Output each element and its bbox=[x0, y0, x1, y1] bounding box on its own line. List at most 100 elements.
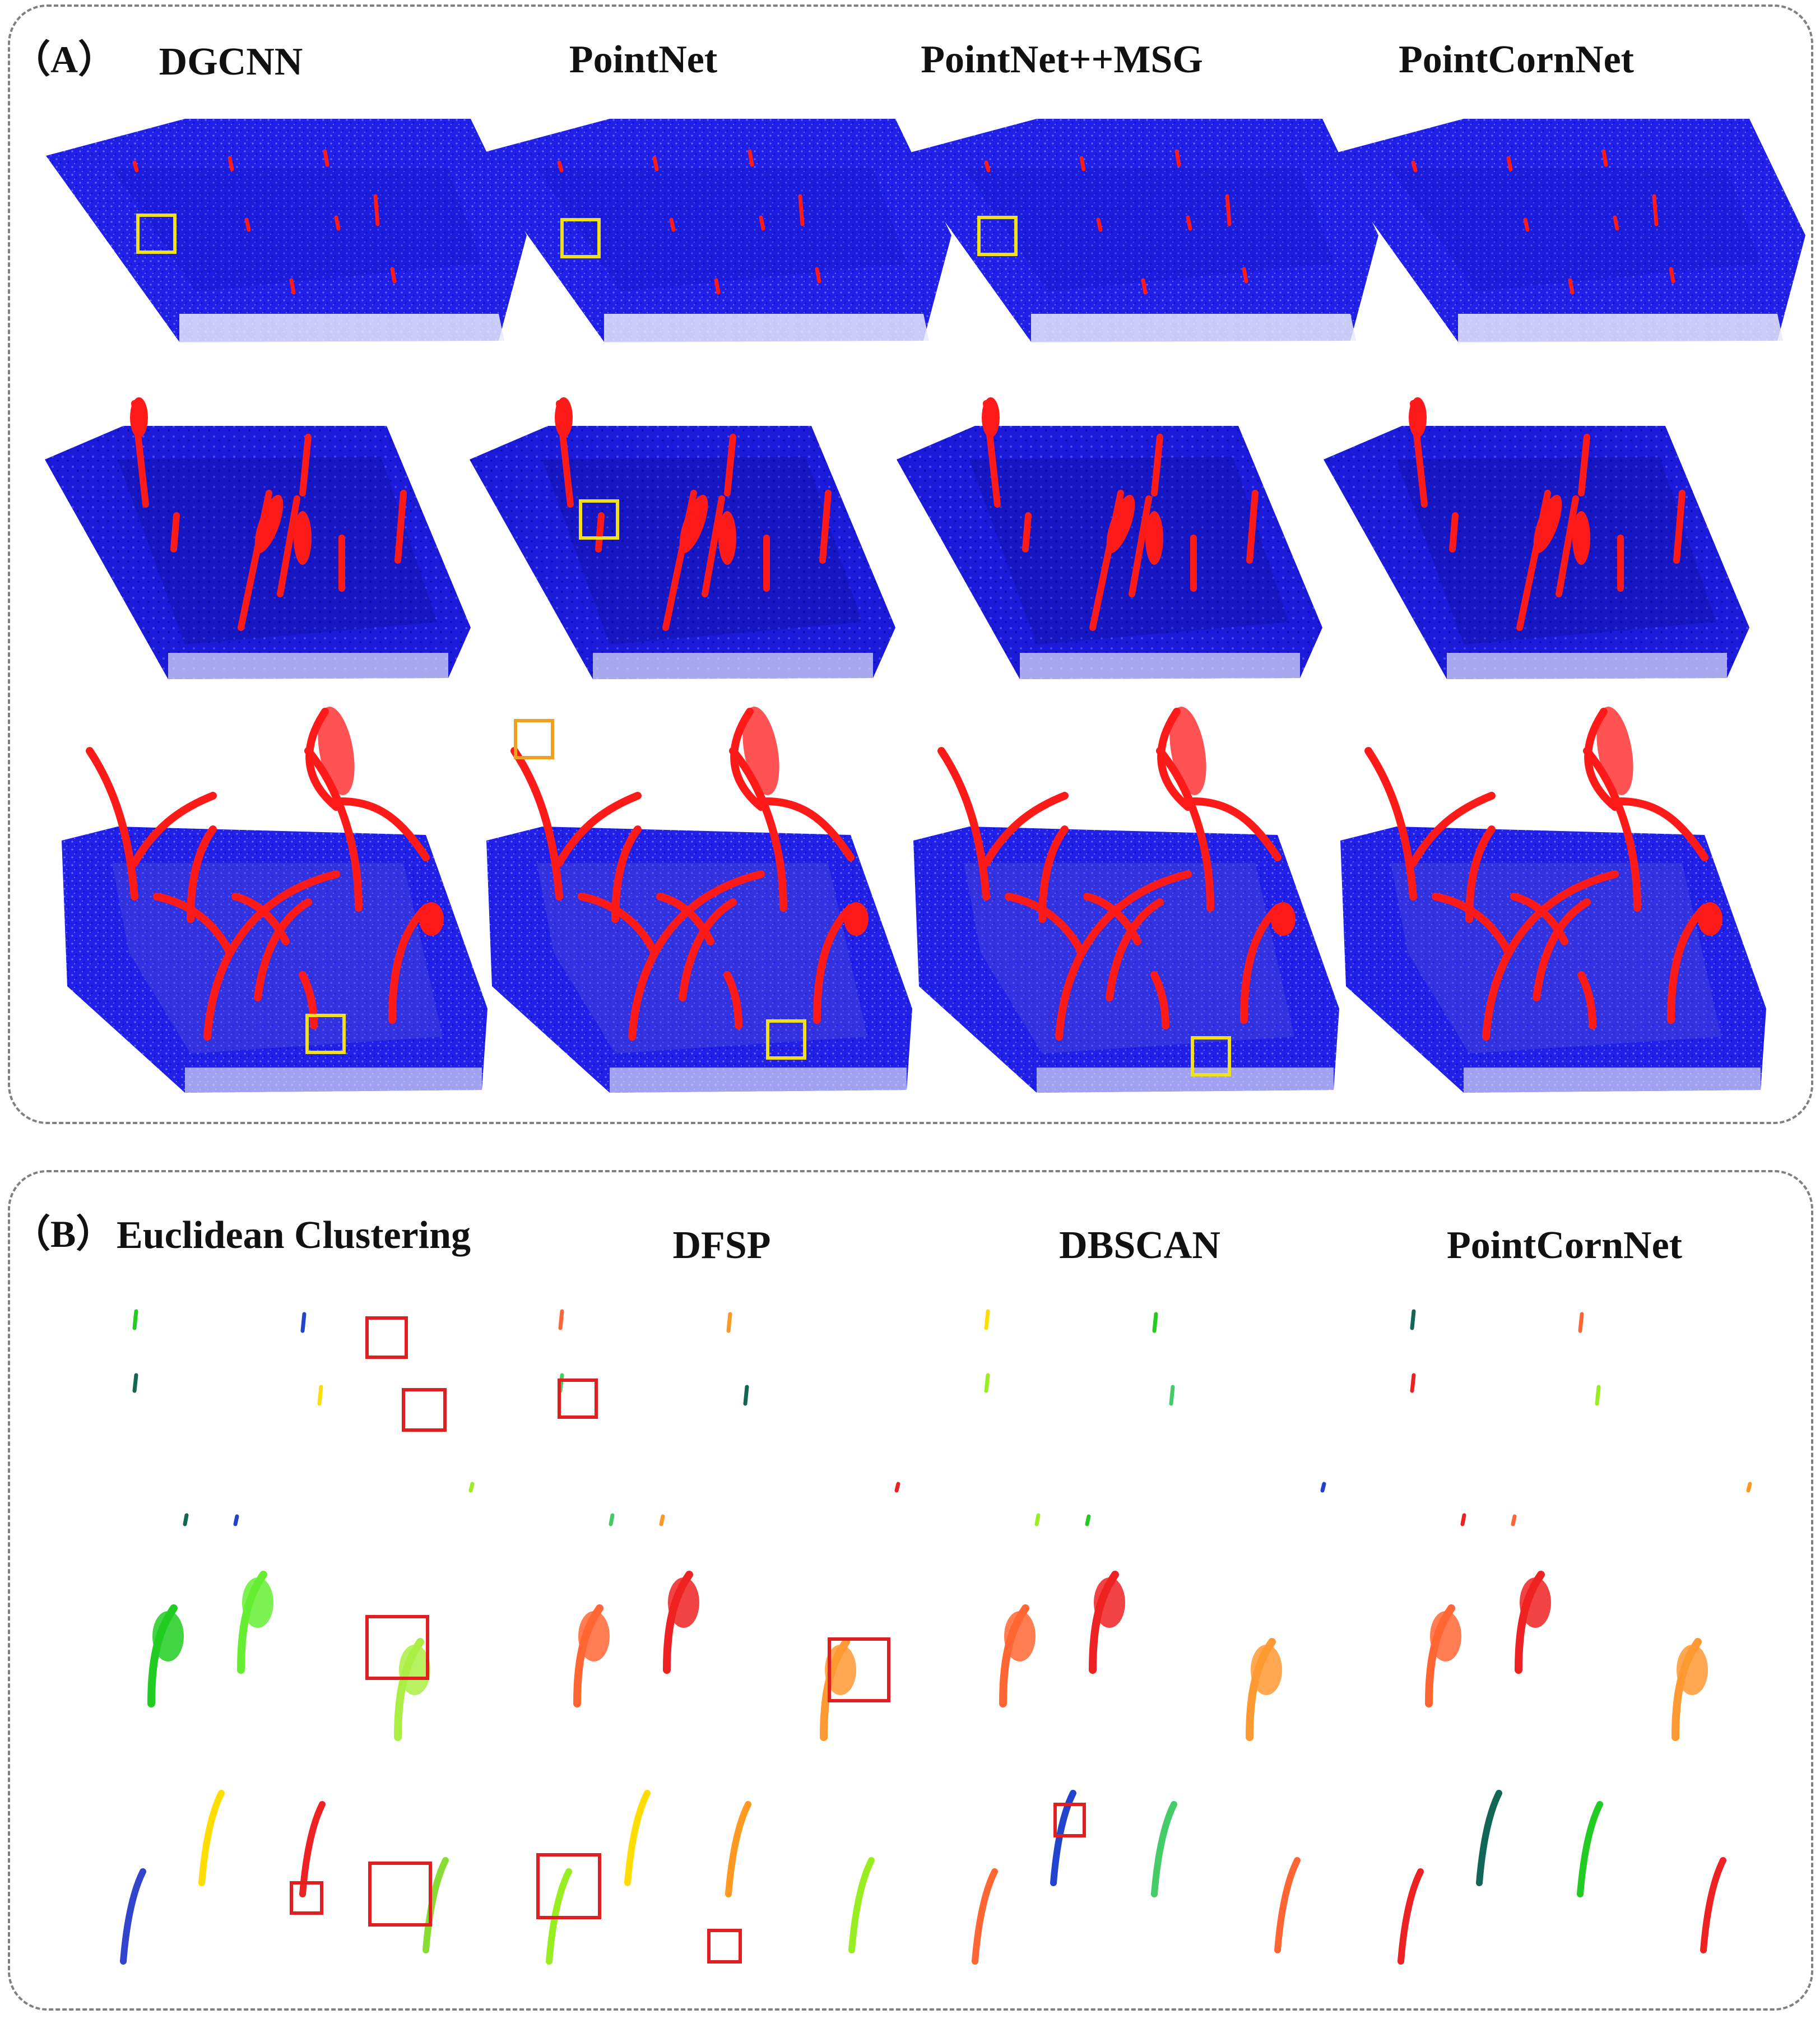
tray-inner-floor bbox=[1391, 168, 1761, 291]
plant-sprout bbox=[652, 156, 659, 171]
plant-body bbox=[510, 747, 642, 901]
tray-rim-light bbox=[604, 314, 929, 343]
soil-tray bbox=[471, 119, 951, 342]
plant-leaf bbox=[1698, 902, 1722, 936]
plant-leaf bbox=[1572, 511, 1590, 565]
soil-tray bbox=[62, 827, 487, 1093]
segmented-sprout bbox=[659, 1514, 665, 1526]
tray-row2-col3 bbox=[897, 397, 1322, 679]
plant-leaf bbox=[742, 707, 779, 795]
tray-inner-floor bbox=[118, 457, 437, 644]
highlight-box bbox=[558, 1379, 598, 1419]
plant-body bbox=[1038, 825, 1282, 1024]
panel-a-title-dgcnn: DGCNN bbox=[159, 40, 303, 83]
plant-stem bbox=[1449, 512, 1459, 553]
segmented-sprout bbox=[1085, 1514, 1091, 1526]
plant-sprout bbox=[227, 156, 234, 171]
panel-a-title-pointnet: PointNet bbox=[569, 38, 718, 81]
soil-tray bbox=[898, 119, 1378, 342]
plant-body bbox=[656, 893, 737, 1001]
plant-body bbox=[1005, 870, 1192, 1041]
panel-b-graphics bbox=[120, 1309, 1752, 1965]
highlight-box bbox=[365, 1615, 429, 1680]
plant-sprout bbox=[557, 160, 564, 173]
plant-sprout bbox=[1568, 278, 1575, 295]
plant-leaf bbox=[318, 707, 355, 795]
plant-body bbox=[1583, 708, 1708, 912]
segmented-sprout bbox=[183, 1513, 189, 1526]
segmented-sprout bbox=[1169, 1385, 1175, 1406]
segmented-sprout bbox=[1578, 1312, 1584, 1333]
segmented-plant-leaf bbox=[152, 1611, 184, 1661]
plant-sprout bbox=[1652, 194, 1659, 226]
panel-a-label: （A） bbox=[12, 38, 117, 81]
highlight-box bbox=[514, 719, 554, 759]
tray-row1-col1 bbox=[46, 119, 527, 343]
tray-rim-light bbox=[1464, 1067, 1761, 1093]
segmented-plant-stem bbox=[299, 1801, 326, 1897]
segmented-plant-leaf bbox=[1677, 1645, 1708, 1695]
plant-body bbox=[1083, 893, 1164, 1001]
plant-leaf bbox=[1533, 494, 1562, 554]
tray-rim-light bbox=[593, 653, 873, 679]
plant-leaf bbox=[1106, 494, 1135, 554]
panel-b-label: （B） bbox=[12, 1213, 114, 1255]
plant-body bbox=[1150, 971, 1169, 1029]
plant-sprout bbox=[323, 149, 329, 167]
plant-sprout bbox=[984, 160, 991, 173]
plant-sprout bbox=[289, 278, 296, 295]
panel-b-title-dfsp: DFSP bbox=[672, 1224, 771, 1267]
segmented-sprout bbox=[1034, 1513, 1041, 1526]
soil-tray bbox=[913, 827, 1339, 1093]
plant-sprout bbox=[334, 215, 341, 231]
segmented-plant-stem bbox=[120, 1868, 146, 1965]
tray-inner-floor bbox=[969, 457, 1289, 644]
plant-sprout bbox=[1669, 267, 1675, 284]
tray-row3-col2 bbox=[486, 707, 912, 1093]
plant-leaf bbox=[294, 511, 312, 565]
plant-sprout bbox=[1141, 278, 1148, 295]
plant-body bbox=[1465, 825, 1708, 1024]
soil-tray bbox=[46, 119, 527, 342]
plant-sprout bbox=[1601, 149, 1608, 167]
segmented-sprout bbox=[894, 1482, 900, 1493]
segmented-plant-leaf bbox=[242, 1577, 273, 1628]
segmented-plant-leaf bbox=[1251, 1645, 1282, 1695]
plant-body bbox=[153, 870, 340, 1041]
plant-leaf bbox=[718, 511, 736, 565]
segmented-plant-stem bbox=[1577, 1801, 1603, 1897]
plant-body bbox=[299, 971, 318, 1029]
plant-sprout bbox=[1506, 156, 1513, 171]
segmented-sprout bbox=[317, 1385, 323, 1406]
tray-rim-light bbox=[179, 314, 504, 343]
segmented-plant-stem bbox=[1476, 1790, 1502, 1886]
plant-stem bbox=[1129, 495, 1152, 597]
highlight-box bbox=[136, 213, 177, 254]
tray-row2-col2 bbox=[470, 397, 895, 679]
segmented-plant-leaf bbox=[668, 1577, 699, 1628]
tray-rim-light bbox=[168, 653, 448, 679]
soil-tray bbox=[1325, 119, 1805, 342]
segmented-plant-stem bbox=[198, 1790, 225, 1886]
highlight-box bbox=[560, 218, 601, 258]
plant-sprout bbox=[1613, 215, 1619, 231]
segmented-sprout bbox=[1511, 1514, 1517, 1526]
plant-stem bbox=[1151, 434, 1163, 496]
plant-stem bbox=[702, 495, 725, 597]
plant-leaf bbox=[130, 397, 148, 438]
plant-leaf bbox=[1169, 707, 1206, 795]
highlight-box bbox=[1053, 1803, 1086, 1837]
tray-rim-light bbox=[185, 1067, 482, 1093]
segmented-plant-stem bbox=[624, 1790, 651, 1886]
plant-sprout bbox=[1096, 217, 1103, 232]
panel-b-title-euclidean: Euclidean Clustering bbox=[117, 1214, 471, 1257]
plant-sprout bbox=[759, 215, 765, 231]
plant-body bbox=[187, 825, 430, 1024]
segmented-plant-leaf bbox=[1094, 1577, 1125, 1628]
tray-rim-light bbox=[1031, 314, 1356, 343]
panel-a-title-pointnetpp: PointNet++MSG bbox=[921, 38, 1203, 81]
tray-inner-floor bbox=[112, 168, 482, 291]
tray-rim-light bbox=[1037, 1067, 1334, 1093]
tray-row2-col4 bbox=[1324, 397, 1749, 679]
segmented-sprout bbox=[132, 1309, 138, 1330]
